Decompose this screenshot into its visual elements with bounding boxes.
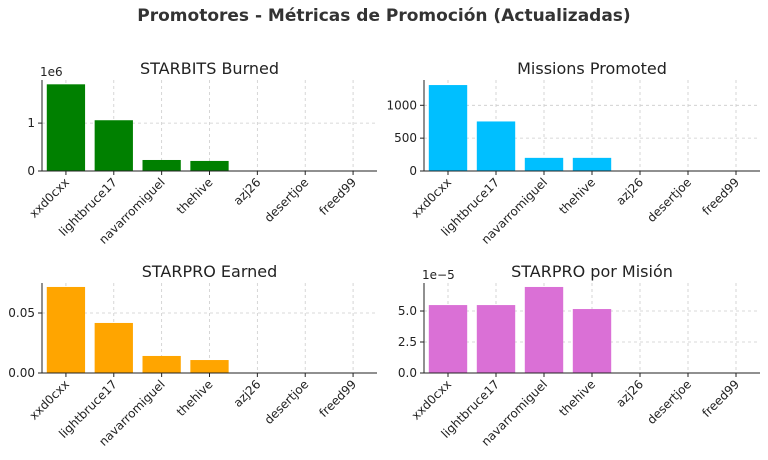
bar (572, 309, 612, 373)
x-tick-label: desertjoe (644, 175, 694, 225)
x-tick-label: desertjoe (644, 377, 694, 427)
y-tick-label: 0 (27, 164, 35, 178)
x-tick-label: freed99 (699, 377, 742, 420)
y-offset-label: 1e−5 (422, 268, 455, 282)
bar (46, 286, 86, 373)
x-tick-label: xxd0cxx (27, 175, 72, 220)
x-tick-label: desertjoe (262, 377, 312, 427)
bar (572, 157, 612, 171)
subplot-title: STARPRO Earned (142, 262, 278, 281)
bar (46, 84, 86, 171)
bar (524, 286, 564, 373)
x-tick-label: freed99 (316, 377, 359, 420)
y-tick-label: 500 (394, 131, 417, 145)
bar (190, 360, 229, 373)
x-tick-label: freed99 (699, 175, 742, 218)
bar (190, 160, 229, 171)
x-tick-label: azj26 (613, 175, 646, 208)
y-offset-label: 1e6 (40, 65, 63, 79)
bar (142, 355, 181, 373)
x-tick-label: thehive (556, 377, 598, 419)
y-tick-label: 0.05 (8, 306, 35, 320)
x-tick-label: thehive (174, 377, 216, 419)
y-tick-label: 0.0 (398, 366, 417, 380)
bar (524, 157, 564, 171)
bar (94, 120, 133, 171)
bar (428, 85, 468, 171)
bar (428, 305, 468, 373)
bar (476, 121, 516, 171)
bar (476, 305, 516, 373)
subplot-title: STARBITS Burned (140, 59, 279, 78)
x-tick-label: desertjoe (262, 175, 312, 225)
y-tick-label: 1 (27, 116, 35, 130)
subplot-title: STARPRO por Misión (511, 262, 673, 281)
x-tick-label: azj26 (613, 377, 646, 410)
y-tick-label: 0 (409, 164, 417, 178)
x-tick-label: xxd0cxx (409, 175, 454, 220)
bar (142, 159, 181, 171)
subplot-title: Missions Promoted (517, 59, 667, 78)
y-tick-label: 1000 (386, 98, 417, 112)
figure-title: Promotores - Métricas de Promoción (Actu… (137, 6, 630, 26)
x-tick-label: freed99 (316, 175, 359, 218)
x-tick-label: xxd0cxx (27, 377, 72, 422)
x-tick-label: xxd0cxx (409, 377, 454, 422)
y-tick-label: 0.00 (8, 366, 35, 380)
y-tick-label: 2.5 (398, 335, 417, 349)
bar (94, 322, 133, 373)
x-tick-label: azj26 (231, 377, 264, 410)
x-tick-label: azj26 (231, 175, 264, 208)
x-tick-label: thehive (174, 175, 216, 217)
y-tick-label: 5.0 (398, 304, 417, 318)
x-tick-label: thehive (556, 175, 598, 217)
